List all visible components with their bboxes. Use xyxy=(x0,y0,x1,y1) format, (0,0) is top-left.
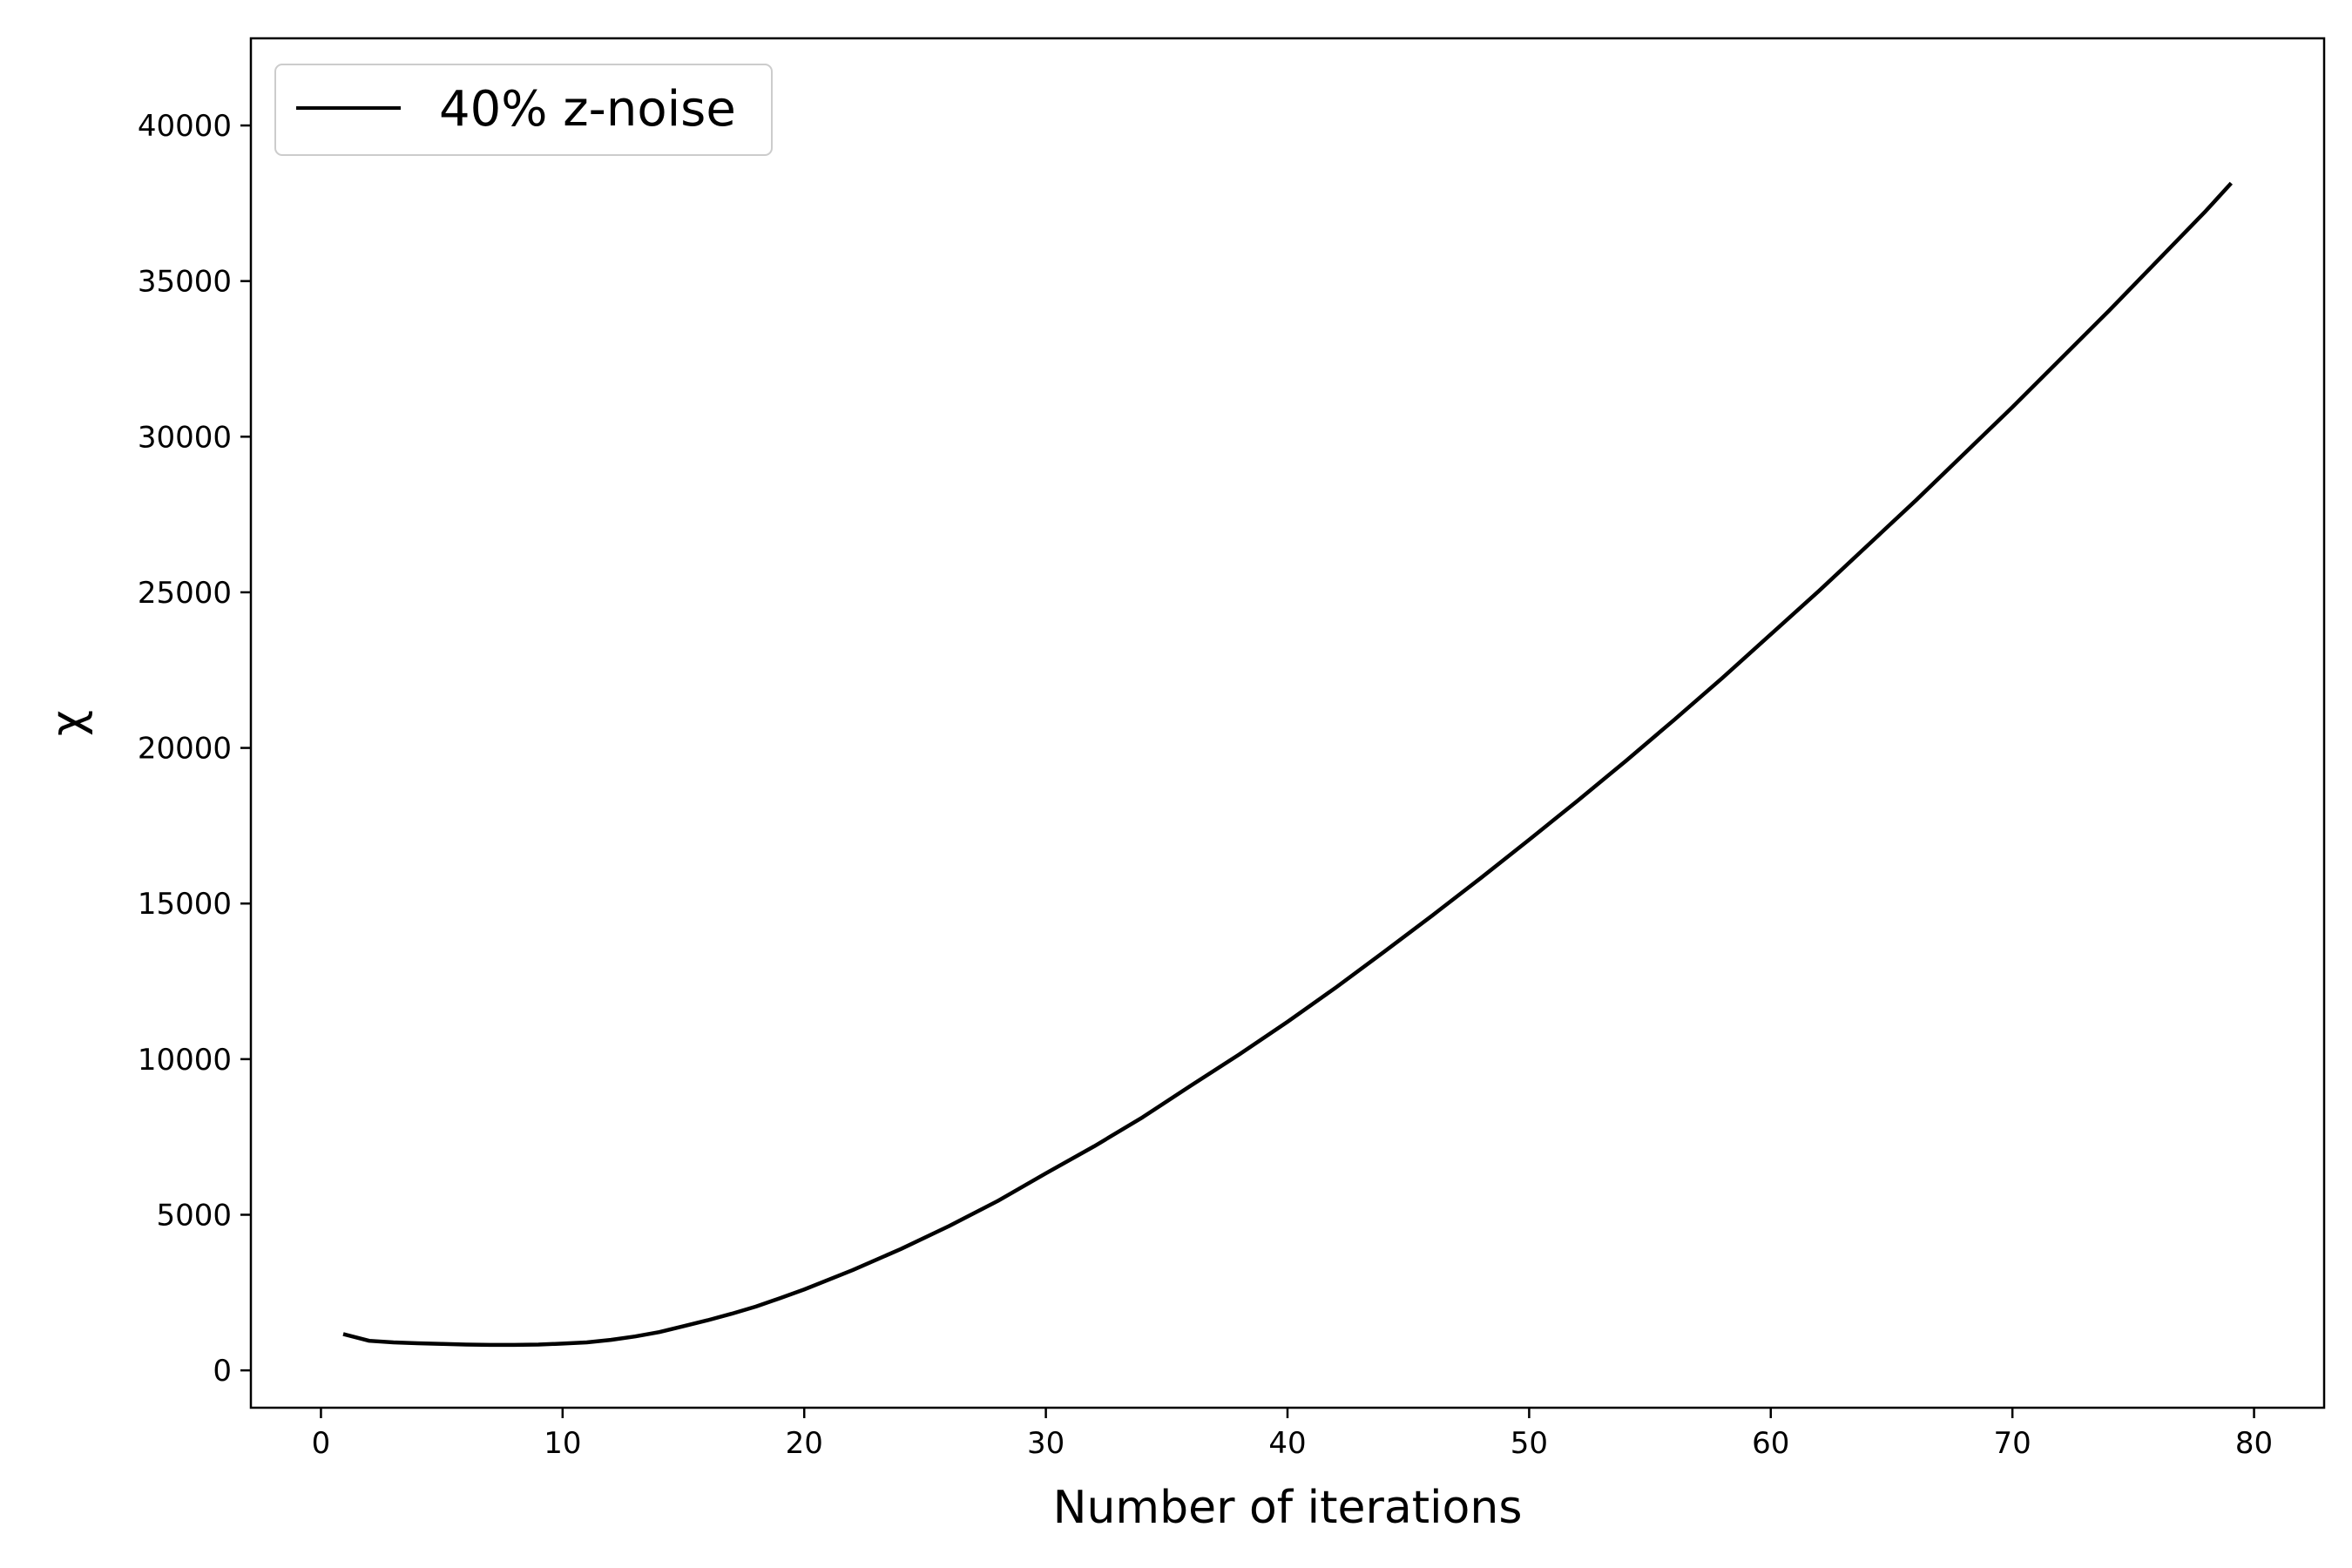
y-tick-label: 0 xyxy=(213,1354,232,1389)
y-tick-label: 15000 xyxy=(138,887,232,922)
x-tick-label: 60 xyxy=(1752,1426,1789,1461)
y-tick-label: 25000 xyxy=(138,576,232,611)
plot-frame xyxy=(249,37,2326,1409)
y-axis-title: χ xyxy=(42,710,94,736)
legend: 40% z-noise xyxy=(274,64,773,156)
x-tick-label: 30 xyxy=(1027,1426,1064,1461)
y-tick-label: 10000 xyxy=(138,1043,232,1078)
x-tick-label: 40 xyxy=(1268,1426,1306,1461)
x-tick-label: 0 xyxy=(312,1426,331,1461)
x-tick-label: 70 xyxy=(1994,1426,2031,1461)
y-tick-label: 20000 xyxy=(138,732,232,767)
x-tick-label: 80 xyxy=(2235,1426,2273,1461)
series-line-0 xyxy=(342,181,2233,1348)
y-tick-label: 40000 xyxy=(138,109,232,144)
legend-label: 40% z-noise xyxy=(439,81,736,138)
y-tick-label: 35000 xyxy=(138,265,232,300)
x-tick-label: 20 xyxy=(786,1426,823,1461)
y-tick-label: 30000 xyxy=(138,420,232,455)
legend-box xyxy=(274,64,773,156)
x-tick-label: 10 xyxy=(544,1426,581,1461)
series-layer xyxy=(342,181,2233,1348)
x-axis: 0 10 20 30 40 50 60 70 80 xyxy=(312,1408,2273,1461)
x-axis-title: Number of iterations xyxy=(1053,1482,1523,1534)
y-tick-label: 5000 xyxy=(156,1198,232,1233)
y-axis: 0 5000 10000 15000 20000 25000 30000 35000 40000 xyxy=(138,109,251,1389)
x-tick-label: 50 xyxy=(1511,1426,1548,1461)
